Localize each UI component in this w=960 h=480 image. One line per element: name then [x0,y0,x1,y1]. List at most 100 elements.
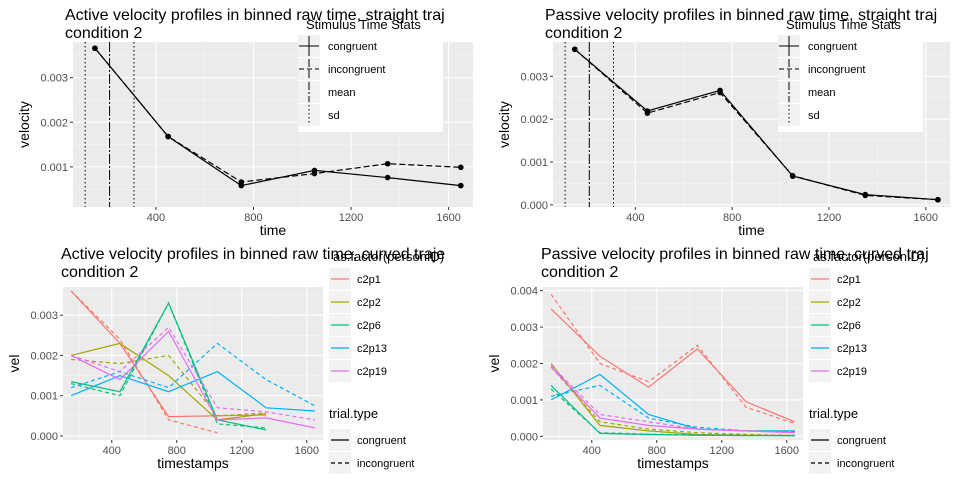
legend2-title: trial.type [809,406,858,421]
legend2-label: congruent [357,435,406,447]
legend-title: as.factor(personID) [813,249,924,264]
y-tick-label: 0.004 [510,286,538,298]
x-tick-label: 400 [147,212,165,224]
series-line-c2p13-incongruent [550,384,795,433]
y-axis-title: velocity [496,101,512,148]
data-point [384,160,391,167]
x-axis-title: timestamps [637,455,709,471]
x-tick-label: 800 [648,445,666,457]
y-tick-label: 0.001 [520,157,548,169]
legend-label: congruent [808,41,857,53]
data-point [458,182,464,189]
data-point [92,45,98,52]
legend: Stimulus Time Stats congruent incongruent m… [298,14,443,132]
legend-label: c2p6 [357,320,381,332]
legend-title: Stimulus Time Stats [786,17,901,32]
legend-label: mean [808,87,836,99]
legend-label: incongruent [328,64,386,76]
x-axis-title: time [738,222,765,238]
chart-title-line: Passive velocity profiles in binned raw … [541,246,929,263]
data-point [717,89,723,96]
chart-title-line: condition 2 [61,264,138,281]
chart-1: 400 800 1200 1600 0.001 0.002 0.003 time velocit… [16,7,473,238]
y-tick-label: 0.001 [30,391,58,403]
data-point [238,179,245,185]
chart-2: 400 800 1200 1600 0.000 0.001 0.002 0.003 time ve… [496,7,950,238]
data-point [311,170,318,177]
legend-label: c2p2 [357,297,381,309]
legend: as.factor(personID) c2p1 c2p2 c2p6 c2p13 c2p1… [809,249,924,474]
chart-title-line: condition 2 [65,25,142,42]
legend2-label: congruent [837,435,886,447]
chart-title-line: condition 2 [541,264,618,281]
legend-label: incongruent [808,64,866,76]
y-tick-label: 0.001 [510,395,538,407]
legend-label: sd [328,110,340,122]
legend: as.factor(personID) c2p1 c2p2 c2p6 c2p13 c2p1… [329,249,444,474]
legend-label: congruent [328,41,377,53]
legend-box [778,14,923,132]
legend-title: Stimulus Time Stats [306,17,421,32]
y-tick-label: 0.003 [40,73,68,85]
x-axis-title: timestamps [157,455,229,471]
y-axis-title: velocity [16,101,32,148]
x-tick-label: 1200 [710,445,734,457]
legend-key-bg [298,104,320,126]
data-point [165,133,171,140]
legend: Stimulus Time Stats congruent incongruent m… [778,14,923,132]
legend-label: c2p1 [357,274,381,286]
x-tick-label: 1600 [295,445,319,457]
legend-label: sd [808,110,820,122]
legend2-label: incongruent [837,458,895,470]
chart-title-line: Active velocity profiles in binned raw t… [61,246,445,263]
y-tick-label: 0.002 [520,114,548,126]
series-line-c2p1-incongruent [550,293,796,425]
legend-box [298,14,443,132]
legend-label: c2p1 [837,274,861,286]
legend-label: mean [328,87,356,99]
series-line-c2p2-incongruent [71,354,267,417]
y-tick-label: 0.000 [520,200,548,212]
legend-label: c2p2 [837,297,861,309]
legend-label: c2p19 [837,366,867,378]
x-tick-label: 800 [723,212,741,224]
series-line-incongruent [94,47,461,183]
chart-4: 400 800 1200 1600 0.000 0.001 0.002 0.003 0.004 t… [486,246,929,474]
chart-3: 400 800 1200 1600 0.000 0.001 0.002 0.003 timest… [6,246,445,474]
x-tick-label: 1600 [775,445,799,457]
series-line-c2p19-incongruent [550,364,795,434]
y-tick-label: 0.000 [30,431,58,443]
data-point [384,174,391,181]
series-line-c2p6-incongruent [550,388,795,437]
x-tick-label: 400 [103,445,121,457]
data-point [862,192,869,199]
y-tick-label: 0.003 [30,310,58,322]
legend-label: c2p13 [837,343,867,355]
y-tick-label: 0.000 [510,431,538,443]
legend-label: c2p13 [357,343,387,355]
data-point [458,164,464,171]
legend2-title: trial.type [329,406,378,421]
data-point [789,172,796,179]
y-tick-label: 0.002 [40,117,68,129]
legend-key-bg [778,104,800,126]
y-tick-label: 0.002 [30,350,58,362]
data-point [935,196,941,203]
series-line-incongruent [574,48,938,201]
chart-title-line: condition 2 [545,25,622,42]
x-tick-label: 400 [583,445,601,457]
chart-title-line: Active velocity profiles in binned raw t… [65,7,445,24]
series-line-c2p19-congruent [70,330,316,429]
series-line-c2p19-incongruent [70,326,315,421]
x-tick-label: 1600 [914,212,938,224]
data-point [644,110,651,116]
x-axis-title: time [260,222,287,238]
legend-label: c2p6 [837,320,861,332]
x-tick-label: 800 [168,445,186,457]
x-tick-label: 800 [244,212,262,224]
series-line-c2p2-incongruent [550,366,795,436]
y-tick-label: 0.002 [510,359,538,371]
legend-label: c2p19 [357,366,387,378]
y-tick-label: 0.003 [520,71,548,83]
